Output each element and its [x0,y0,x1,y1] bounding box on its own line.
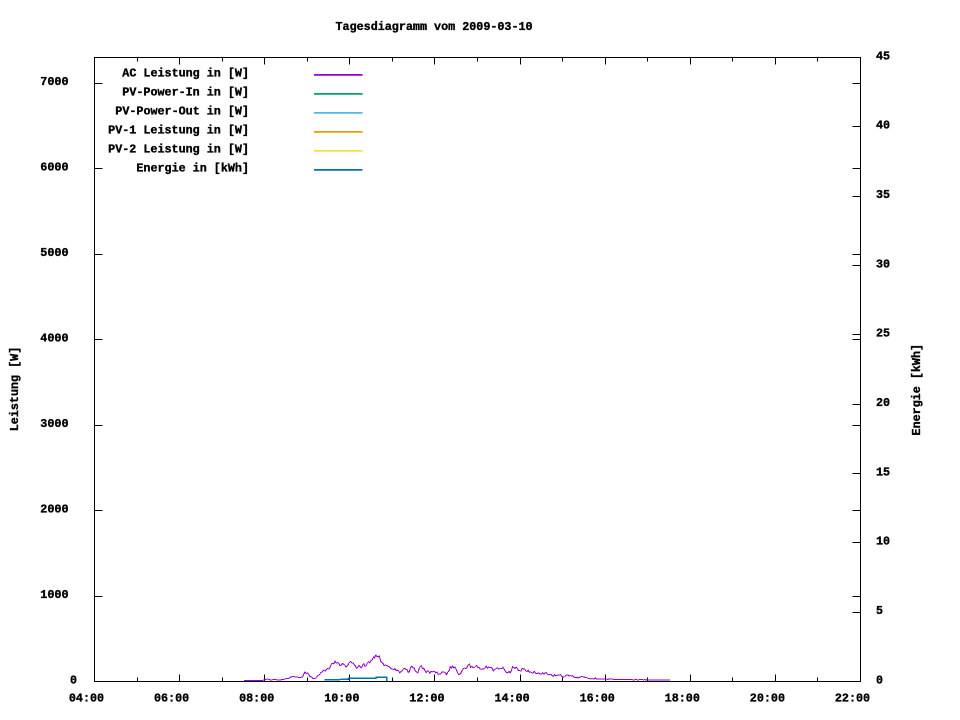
svg-text:6000: 6000 [40,161,68,175]
svg-text:08:00: 08:00 [239,691,274,705]
svg-text:10:00: 10:00 [324,691,359,705]
svg-text:18:00: 18:00 [665,691,700,705]
svg-text:45: 45 [876,49,890,63]
svg-text:2000: 2000 [40,502,68,516]
svg-text:AC Leistung in [W]: AC Leistung in [W] [122,66,249,80]
svg-text:PV-Power-In in [W]: PV-Power-In in [W] [122,85,249,99]
svg-text:15: 15 [876,465,890,479]
svg-text:14:00: 14:00 [495,691,530,705]
svg-text:30: 30 [876,257,890,271]
svg-text:5: 5 [876,604,883,618]
svg-text:7000: 7000 [40,75,68,89]
svg-text:22:00: 22:00 [835,691,870,705]
svg-text:0: 0 [70,673,77,687]
svg-text:PV-2 Leistung in [W]: PV-2 Leistung in [W] [108,142,249,156]
svg-text:20:00: 20:00 [750,691,785,705]
svg-text:20: 20 [876,396,890,410]
svg-text:16:00: 16:00 [580,691,615,705]
svg-text:06:00: 06:00 [154,691,189,705]
svg-text:PV-Power-Out in [W]: PV-Power-Out in [W] [115,104,249,118]
svg-text:04:00: 04:00 [69,691,104,705]
svg-text:25: 25 [876,327,890,341]
svg-text:Leistung [W]: Leistung [W] [8,347,22,432]
svg-text:12:00: 12:00 [409,691,444,705]
svg-text:Energie in [kWh]: Energie in [kWh] [136,161,249,175]
svg-text:4000: 4000 [40,332,68,346]
svg-text:0: 0 [876,673,883,687]
svg-text:5000: 5000 [40,246,68,260]
svg-text:35: 35 [876,188,890,202]
svg-text:10: 10 [876,535,890,549]
svg-text:Tagesdiagramm vom 2009-03-10: Tagesdiagramm vom 2009-03-10 [336,20,533,34]
svg-text:PV-1 Leistung in [W]: PV-1 Leistung in [W] [108,123,249,137]
svg-text:1000: 1000 [40,588,68,602]
svg-text:Energie [kWh]: Energie [kWh] [910,344,924,436]
svg-text:40: 40 [876,119,890,133]
svg-text:3000: 3000 [40,417,68,431]
